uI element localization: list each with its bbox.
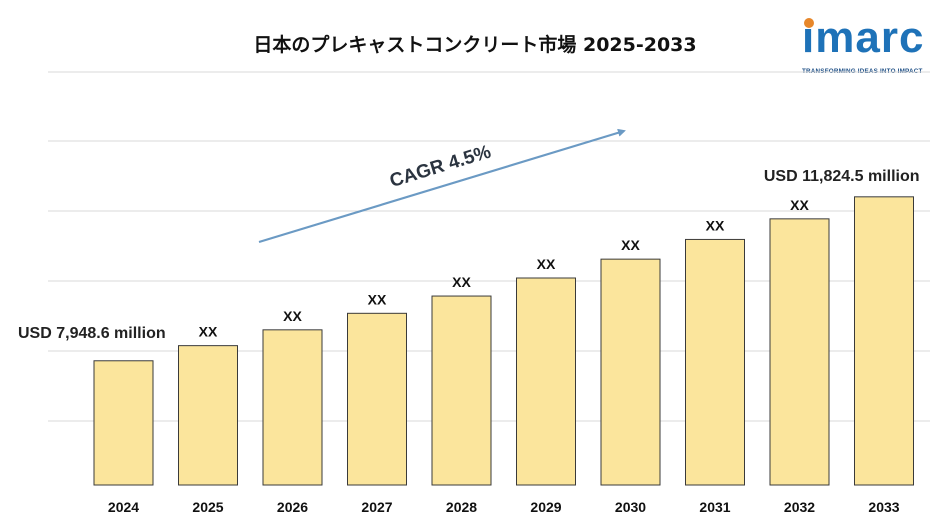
x-tick-2026: 2026 [277,499,308,515]
bar-2025 [178,345,238,486]
bar-2026 [262,329,323,486]
data-label-2031: XX [706,217,725,233]
bar-2028 [431,295,492,486]
data-label-2027: XX [368,291,387,307]
x-tick-2032: 2032 [784,499,815,515]
x-tick-2030: 2030 [615,499,646,515]
last-value-callout: USD 11,824.5 million [764,168,920,185]
data-label-2030: XX [621,237,640,253]
x-axis-ticks: 2024 2025 2026 2027 2028 2029 2030 2031 2032 2033 [108,499,900,515]
cagr-annotation: CAGR 4.5% [387,141,493,192]
bars [93,196,914,486]
data-label-2029: XX [537,256,556,272]
logo-wordmark: imarc [802,13,925,62]
chart-title: 日本のプレキャストコンクリート市場 2025-2033 [253,34,697,56]
data-label-2032: XX [790,197,809,213]
bar-2032 [769,218,830,486]
x-tick-2024: 2024 [108,499,139,515]
data-label-2028: XX [452,274,471,290]
data-labels: XX XX XX XX XX XX XX XX [199,197,810,340]
x-tick-2029: 2029 [530,499,561,515]
cagr-trend-arrow [258,128,626,244]
bar-2031 [685,238,745,486]
first-value-callout: USD 7,948.6 million [18,325,166,342]
bar-2030 [600,258,661,486]
x-tick-2028: 2028 [446,499,477,515]
data-label-2026: XX [283,308,302,324]
x-tick-2025: 2025 [192,499,223,515]
x-tick-2033: 2033 [868,499,899,515]
bar-2029 [516,277,576,486]
logo-dot-icon [804,18,814,28]
bar-2033 [854,196,914,486]
x-tick-2027: 2027 [361,499,392,515]
bar-2027 [347,312,407,486]
bar-2024 [93,360,154,486]
x-tick-2031: 2031 [699,499,730,515]
data-label-2025: XX [199,324,218,340]
